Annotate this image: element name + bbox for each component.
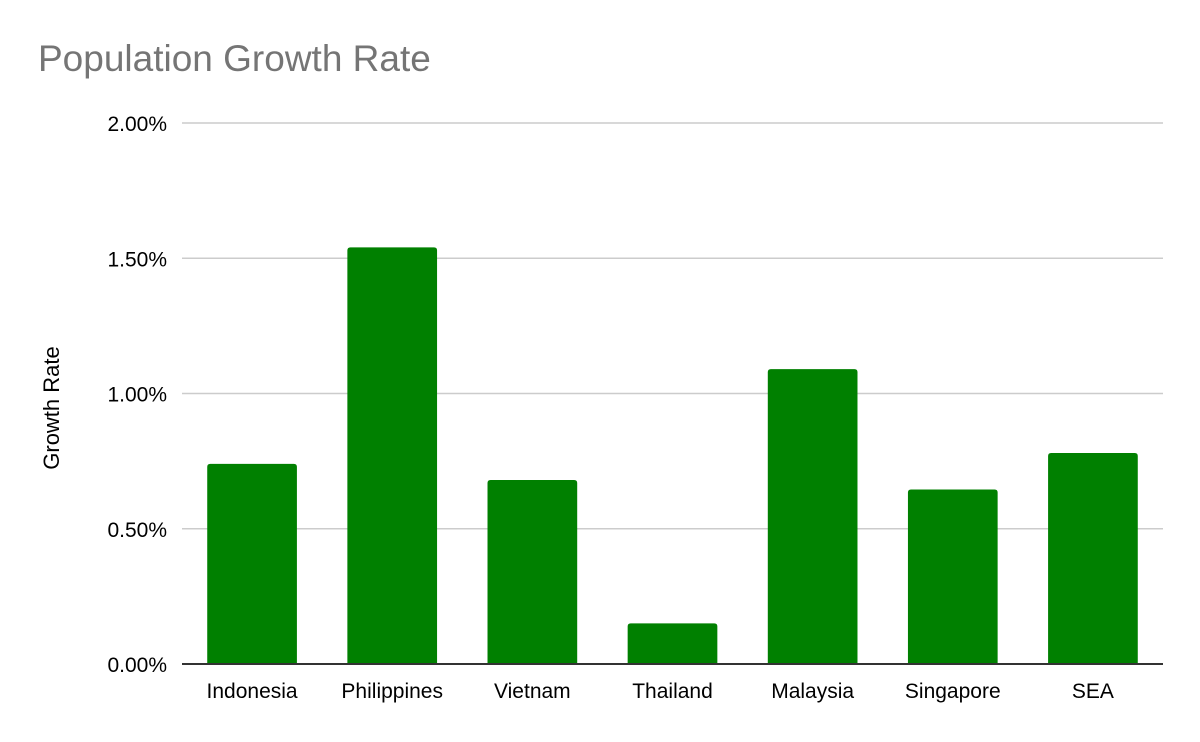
x-axis-ticks: Indonesia Philippines Vietnam Thailand Malay… [207, 680, 1114, 703]
y-tick-label: 0.50% [107, 519, 167, 542]
bar-singapore[interactable] [907, 489, 998, 664]
x-tick-label: Malaysia [771, 680, 854, 703]
y-tick-label: 2.00% [107, 113, 167, 136]
bar-thailand[interactable] [627, 623, 718, 664]
chart-title: Population Growth Rate [38, 38, 431, 79]
bar-sea[interactable] [1048, 453, 1138, 664]
x-tick-label: SEA [1072, 680, 1114, 703]
y-axis-ticks: 0.00% 0.50% 1.00% 1.50% 2.00% [107, 113, 167, 677]
x-tick-label: Singapore [905, 680, 1001, 703]
x-tick-label: Indonesia [207, 680, 298, 703]
y-tick-label: 1.00% [107, 384, 167, 407]
bar-indonesia[interactable] [207, 463, 297, 664]
y-tick-label: 1.50% [107, 248, 167, 271]
gridlines [182, 122, 1163, 530]
y-tick-label: 0.00% [107, 654, 167, 677]
x-tick-label: Vietnam [494, 680, 571, 703]
bar-philippines[interactable] [347, 247, 438, 664]
bars [182, 247, 1163, 665]
bar-malaysia[interactable] [767, 369, 858, 664]
x-tick-label: Thailand [632, 680, 713, 703]
bar-vietnam[interactable] [487, 480, 578, 664]
x-tick-label: Philippines [341, 680, 443, 703]
